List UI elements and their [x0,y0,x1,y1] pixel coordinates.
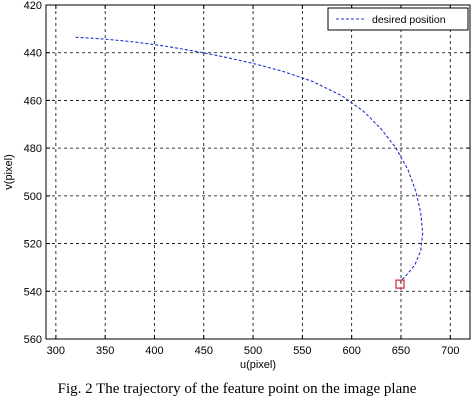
axis-ticks: 300 350 400 450 500 550 600 650 700 420 440 460 480 5… [24,0,470,357]
x-tick-label: 300 [47,345,65,357]
series-layer [75,36,424,289]
legend-box [327,7,469,31]
y-tick-label: 480 [24,143,42,155]
end-point-marker [395,279,405,289]
x-tick-label: 400 [145,345,163,357]
y-tick-label: 520 [24,239,42,251]
y-tick-label: 540 [24,286,42,298]
legend-label: desired position [372,14,446,26]
y-tick-label: 500 [24,191,42,203]
plot-area-frame [45,4,471,340]
x-axis-label: u(pixel) [240,359,276,371]
x-tick-label: 450 [195,345,213,357]
figure-caption: Fig. 2 The trajectory of the feature poi… [57,381,417,397]
series-line-desired-position [75,36,424,283]
y-tick-label: 460 [24,95,42,107]
x-tick-label: 500 [244,345,262,357]
x-tick-label: 650 [392,345,410,357]
legend: desired position [327,7,469,31]
x-tick-label: 600 [342,345,360,357]
x-tick-label: 350 [96,345,114,357]
y-tick-label: 420 [24,0,42,12]
y-tick-label: 440 [24,48,42,60]
grid [46,4,470,340]
x-tick-label: 700 [441,345,459,357]
y-axis-label: v(pixel) [3,154,15,189]
x-tick-label: 550 [293,345,311,357]
y-tick-label: 560 [24,334,42,346]
